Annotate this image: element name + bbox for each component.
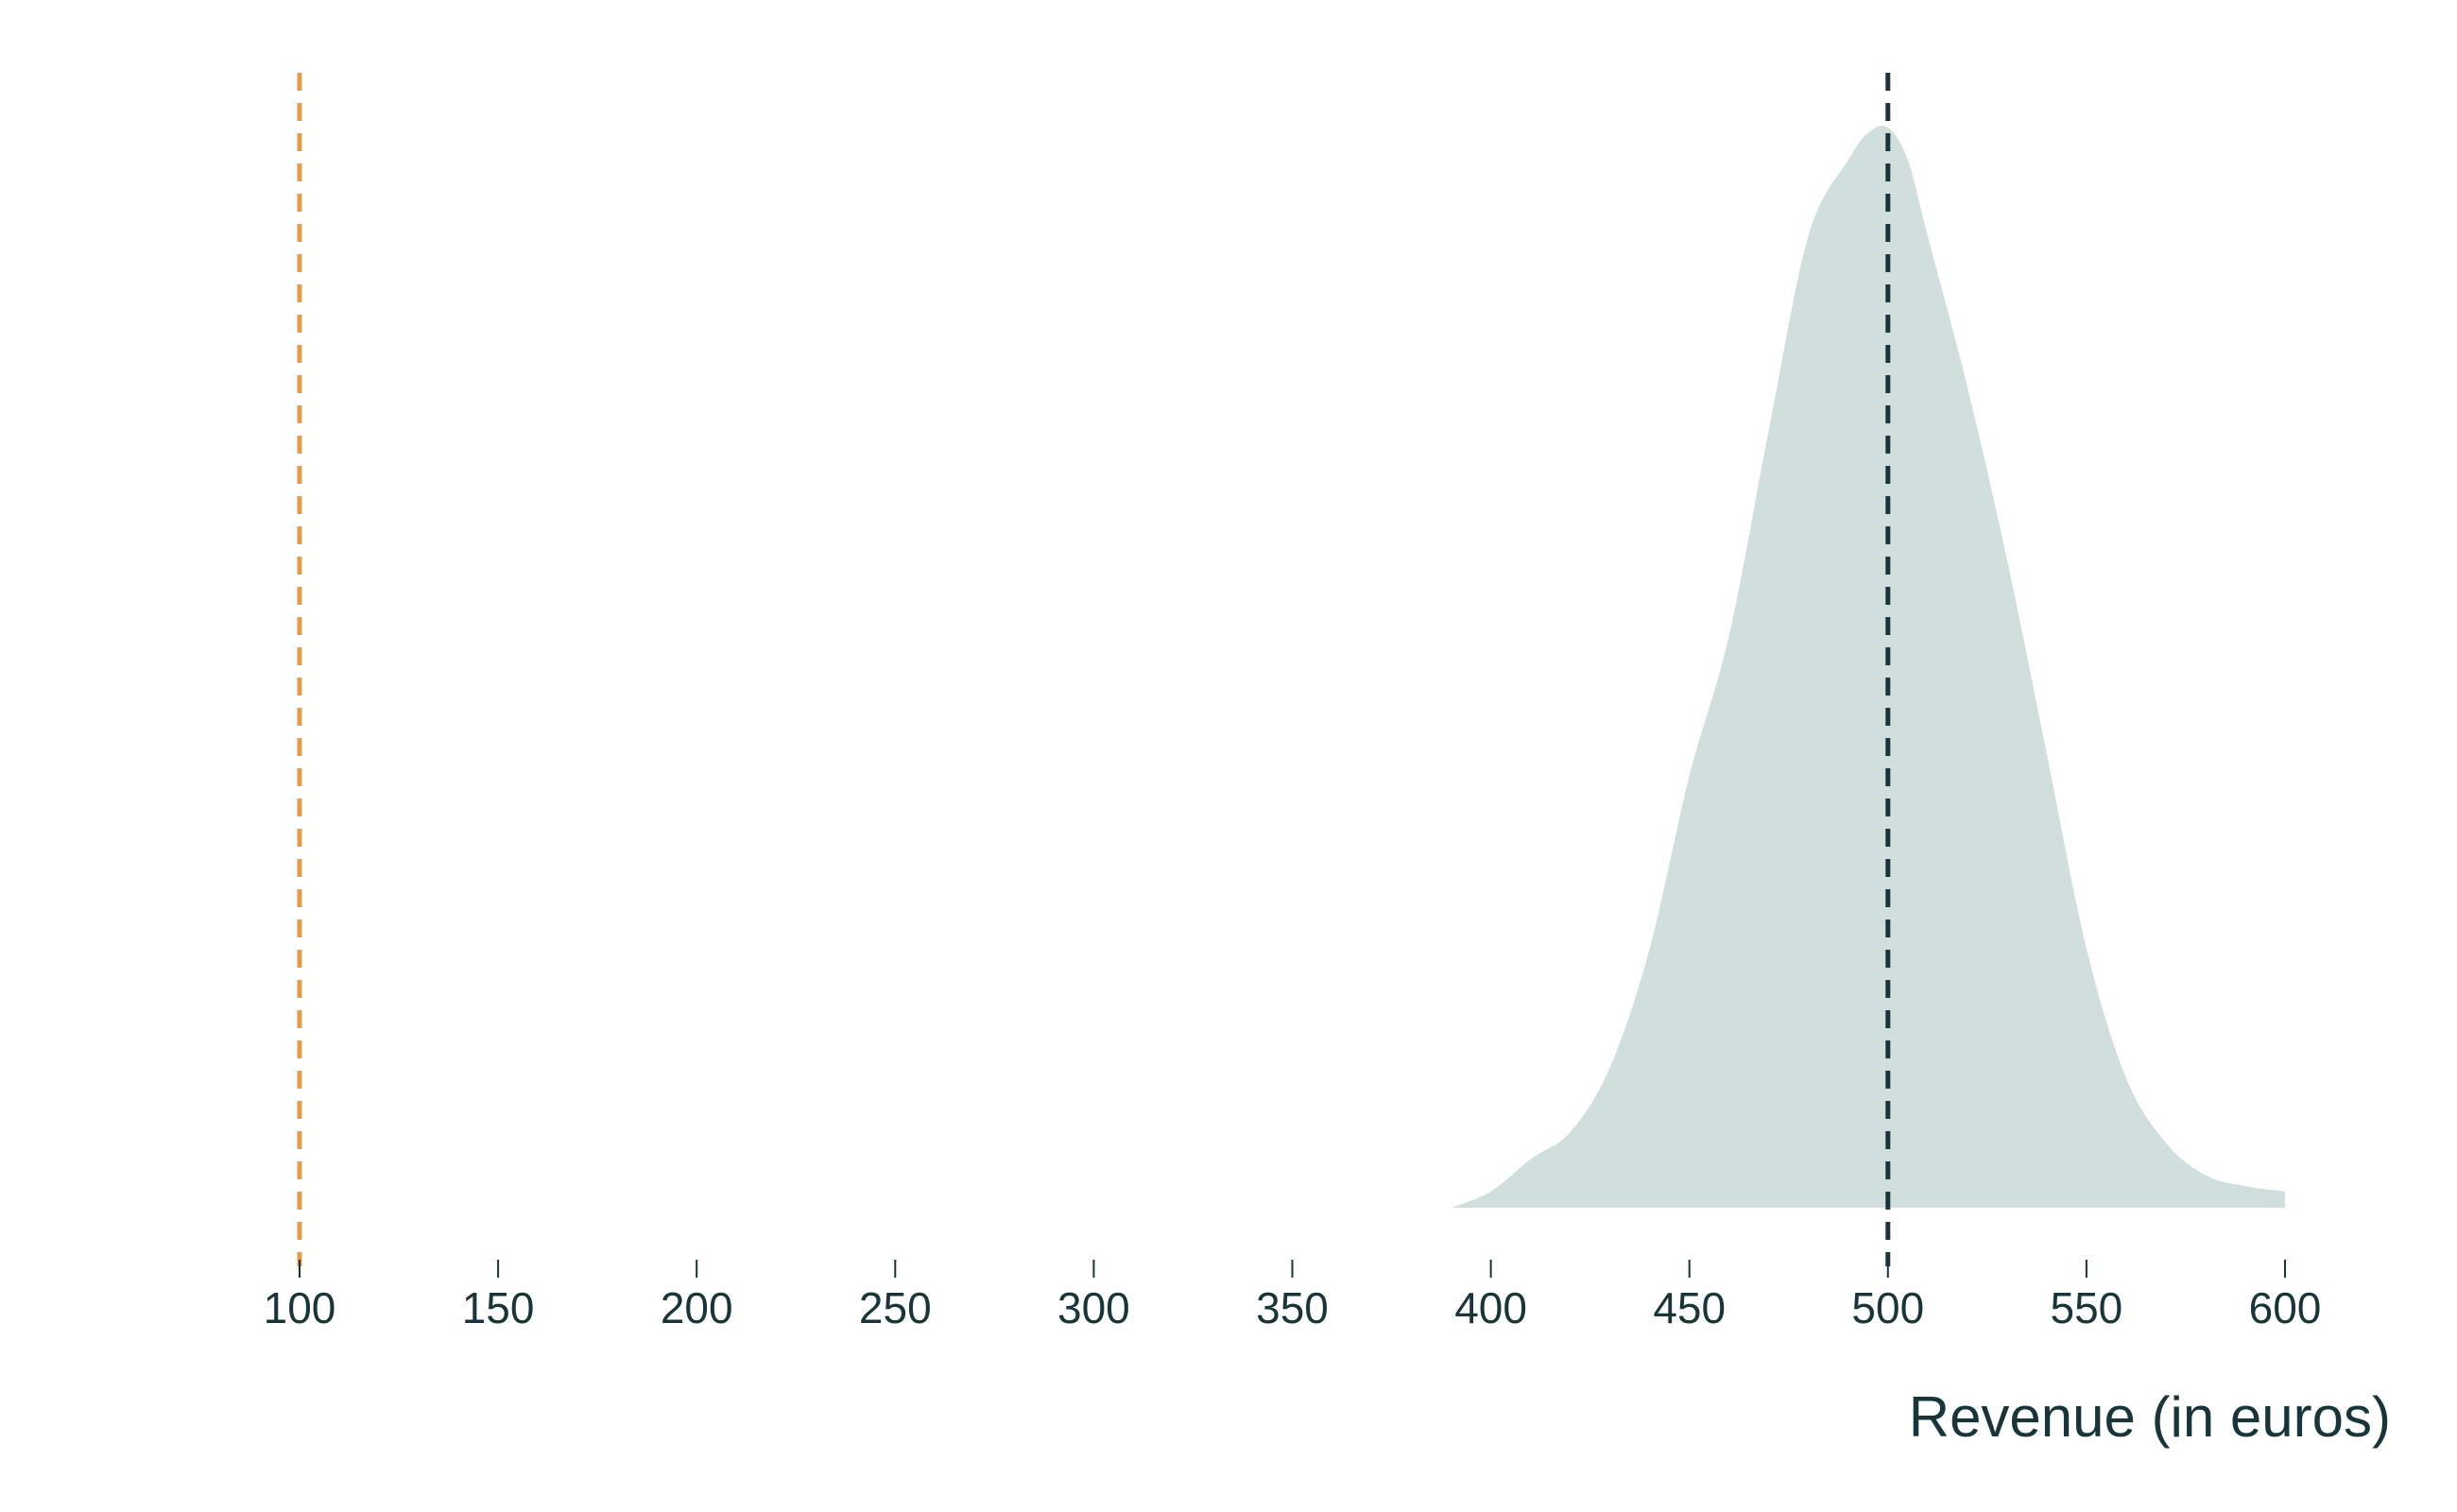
x-tick-label-100: 100 xyxy=(264,1283,336,1332)
density-area-layer xyxy=(1451,126,2285,1208)
x-tick-label-250: 250 xyxy=(859,1283,932,1332)
x-axis-title: Revenue (in euros) xyxy=(1909,1385,2391,1449)
x-tick-label-150: 150 xyxy=(462,1283,535,1332)
x-axis-ticks: 100 150 200 250 300 350 400 450 500 550 600 xyxy=(264,1260,2322,1332)
x-tick-label-500: 500 xyxy=(1851,1283,1924,1332)
x-tick-label-450: 450 xyxy=(1653,1283,1726,1332)
density-area xyxy=(1451,126,2285,1208)
reference-lines-layer xyxy=(297,73,1891,1266)
x-tick-label-350: 350 xyxy=(1256,1283,1329,1332)
x-tick-label-400: 400 xyxy=(1454,1283,1527,1332)
x-tick-label-300: 300 xyxy=(1057,1283,1130,1332)
x-tick-label-200: 200 xyxy=(661,1283,733,1332)
x-tick-label-550: 550 xyxy=(2051,1283,2123,1332)
x-tick-label-600: 600 xyxy=(2249,1283,2322,1332)
